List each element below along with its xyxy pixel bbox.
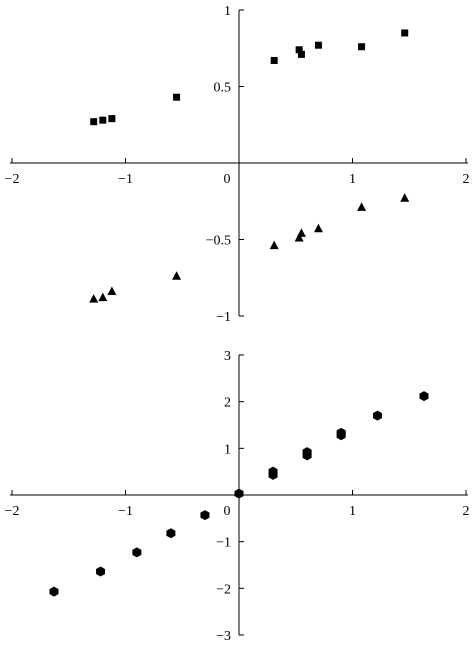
- square-data-point: [108, 115, 116, 123]
- x-tick-label: 2: [463, 172, 470, 187]
- triangle-data-point: [313, 223, 323, 233]
- y-tick-label: 1: [224, 4, 231, 19]
- x-tick-label: −1: [118, 504, 133, 519]
- x-tick-label: 2: [463, 504, 470, 519]
- y-tick-label: −1: [216, 310, 231, 325]
- y-tick-label: 3: [224, 349, 231, 364]
- y-tick-label: 2: [224, 396, 231, 411]
- triangle-data-point: [357, 202, 367, 211]
- hexagon-data-point: [336, 427, 346, 438]
- square-data-point: [90, 118, 98, 126]
- hexagon-data-point: [49, 586, 59, 597]
- hexagon-data-point: [166, 528, 176, 539]
- triangle-data-point: [294, 232, 304, 242]
- x-tick-label: 1: [349, 172, 356, 187]
- x-tick-label: 0: [224, 172, 231, 187]
- hexagon-data-point: [96, 566, 106, 577]
- square-data-point: [99, 116, 107, 124]
- y-tick-label: −0.5: [206, 234, 231, 249]
- square-data-point: [297, 50, 305, 58]
- square-data-point: [270, 56, 278, 64]
- triangle-data-point: [98, 292, 108, 302]
- square-data-point: [295, 46, 303, 54]
- hexagon-data-point: [372, 410, 382, 421]
- hexagon-data-point: [132, 547, 142, 558]
- triangle-data-point: [107, 286, 117, 296]
- y-tick-label: 1: [224, 442, 231, 457]
- y-tick-label: 0.5: [214, 81, 232, 96]
- square-data-point: [314, 41, 322, 49]
- x-tick-label: 1: [349, 504, 356, 519]
- x-tick-label: −2: [5, 504, 20, 519]
- x-tick-label: 0: [224, 504, 231, 519]
- x-tick-label: −2: [5, 172, 20, 187]
- square-data-point: [173, 93, 181, 101]
- square-data-point: [358, 43, 366, 51]
- y-tick-label: −3: [216, 629, 231, 644]
- y-tick-label: −1: [216, 536, 231, 551]
- triangle-data-point: [172, 271, 182, 280]
- hexagon-data-point: [302, 447, 312, 458]
- triangle-data-point: [89, 294, 99, 303]
- hexagon-data-point: [268, 466, 278, 477]
- hexagon-data-point: [234, 488, 244, 499]
- y-tick-label: −2: [216, 582, 231, 597]
- hexagon-data-point: [419, 391, 429, 402]
- x-tick-label: −1: [118, 172, 133, 187]
- top-scatter-panel: −2 −1 0 1 2 −1 −0.5 0.5 1: [5, 4, 470, 325]
- triangle-data-point: [296, 228, 306, 237]
- hexagon-data-point: [200, 510, 210, 521]
- triangle-data-point: [269, 240, 279, 250]
- triangle-data-point: [400, 193, 410, 202]
- square-data-point: [401, 29, 409, 37]
- bottom-scatter-panel: −2 −1 0 1 2 −3 −2 −1 1 2 3: [5, 349, 470, 644]
